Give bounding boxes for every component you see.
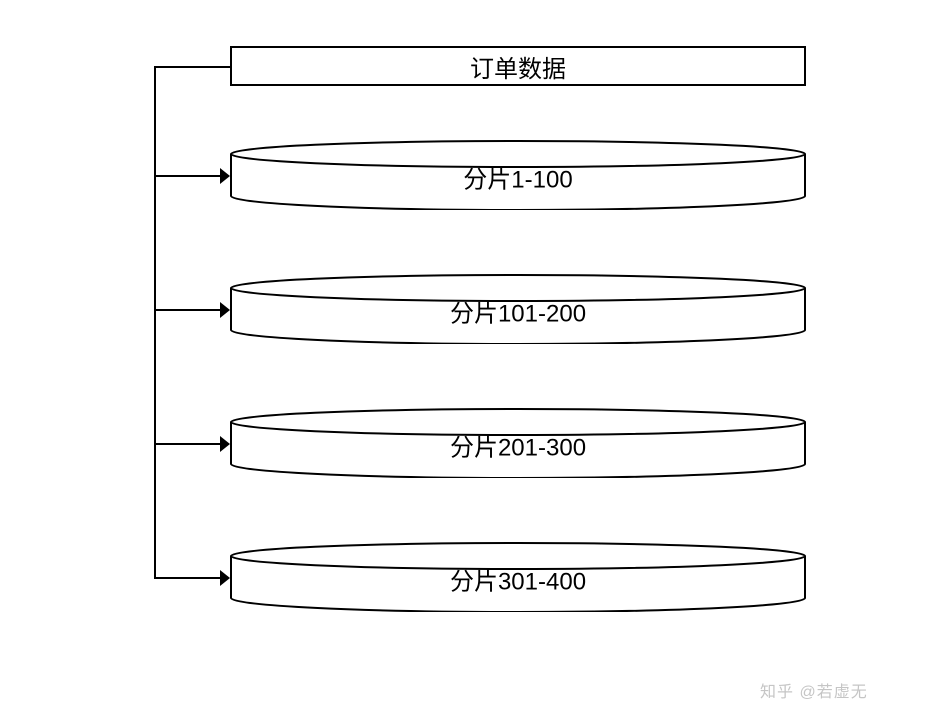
shard-label: 分片301-400 (450, 562, 586, 597)
connector-branch (154, 175, 220, 177)
shard-node: 分片301-400 (230, 542, 806, 612)
shard-label: 分片1-100 (463, 160, 572, 195)
header-node: 订单数据 (230, 46, 806, 86)
connector-branch (154, 66, 230, 68)
connector-trunk (154, 66, 156, 579)
arrowhead-icon (220, 570, 230, 586)
shard-node: 分片1-100 (230, 140, 806, 210)
diagram-canvas: 订单数据分片1-100 分片101-200 分片201-300 分片301-400 知乎… (0, 0, 940, 706)
shard-node: 分片101-200 (230, 274, 806, 344)
arrowhead-icon (220, 436, 230, 452)
shard-label: 分片201-300 (450, 428, 586, 463)
connector-branch (154, 443, 220, 445)
connector-branch (154, 309, 220, 311)
shard-label: 分片101-200 (450, 294, 586, 329)
arrowhead-icon (220, 302, 230, 318)
shard-node: 分片201-300 (230, 408, 806, 478)
connector-branch (154, 577, 220, 579)
header-label: 订单数据 (470, 49, 566, 84)
watermark-text: 知乎 @若虚无 (760, 678, 868, 702)
arrowhead-icon (220, 168, 230, 184)
